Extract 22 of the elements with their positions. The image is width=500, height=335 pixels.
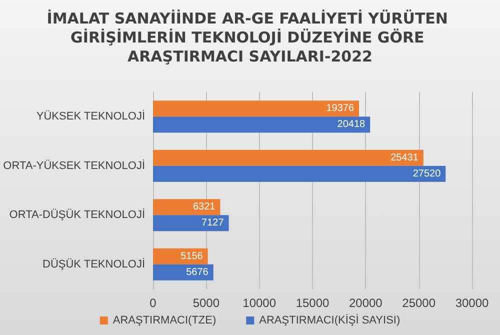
data-label: 5156	[180, 250, 204, 262]
legend-label: ARAŞTIRMACI(TZE)	[112, 314, 216, 326]
data-label: 27520	[412, 168, 442, 180]
x-tick-label: 10000	[242, 296, 276, 310]
x-tick-label: 15000	[296, 296, 330, 310]
y-tick-label: ORTA-DÜŞÜK TEKNOLOJİ	[9, 208, 146, 222]
y-tick-label: YÜKSEK TEKNOLOJİ	[36, 110, 146, 123]
data-label: 19376	[326, 103, 354, 114]
x-tick-label: 30000	[455, 296, 490, 310]
x-tick-label: 5000	[192, 296, 220, 310]
y-tick-label: ORTA-YÜKSEK TEKNOLOJİ	[3, 158, 146, 172]
x-tick-label: 25000	[402, 296, 436, 310]
data-label: 20418	[337, 119, 366, 130]
legend-label: ARAŞTIRMACI(KİŞİ SAYISI)	[259, 314, 400, 326]
data-label: 6321	[192, 202, 216, 213]
data-label: 5676	[186, 266, 209, 278]
data-label: 7127	[202, 218, 224, 229]
x-tick-label: 0	[150, 296, 157, 310]
data-label: 25431	[390, 152, 419, 164]
x-tick-label: 20000	[348, 296, 383, 310]
y-tick-label: DÜŞÜK TEKNOLOJİ	[42, 257, 146, 270]
chart-title: İMALAT SANAYİİNDE AR-GE FAALİYETİ YÜRÜTEN GİRİŞİMLERİN TEKNOLOJİ DÜZEYİNE GÖRE ARAŞTIRMACI SAYILARI-2022	[46, 10, 454, 66]
